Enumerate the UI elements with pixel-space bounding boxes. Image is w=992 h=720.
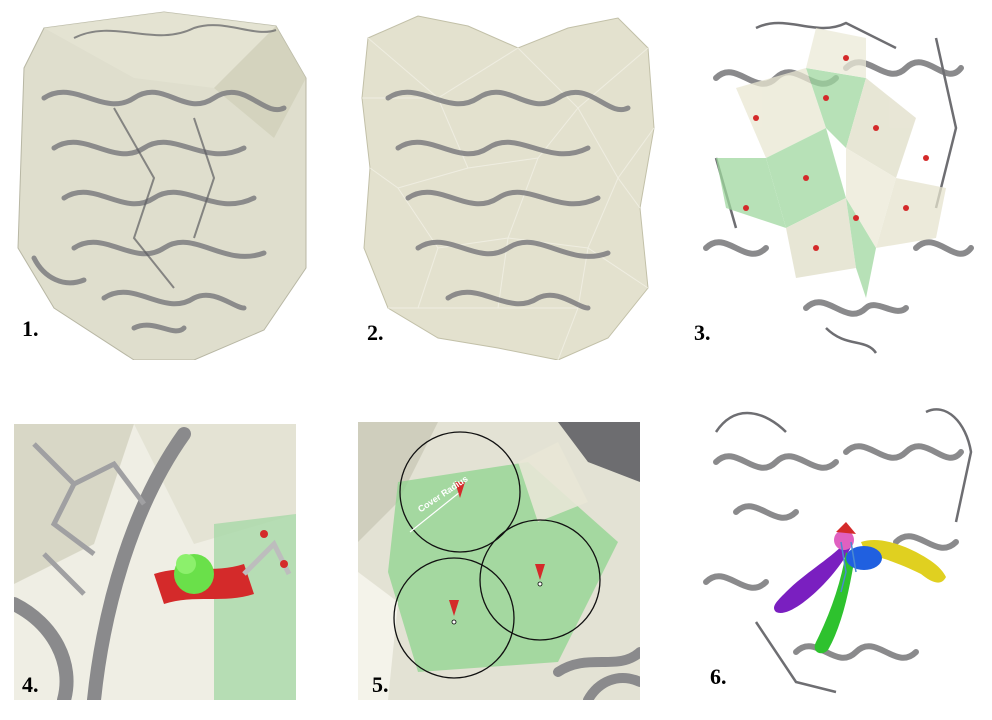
panel-3-cavity-tetrahedra [696,8,978,360]
panel-3-label: 3. [694,320,711,345]
panel-5-label: 5. [372,672,389,697]
panel-5-cover-radius: Cover Radius [358,422,640,700]
panel-2-label: 2. [367,320,384,345]
panel-5-figure [358,422,640,700]
panel-1-label: 1. [22,316,39,341]
panel-4-zoomed-probe [14,424,296,700]
panel-1-convex-hull [14,8,314,360]
panel-2-triangulated-surface [358,8,658,360]
panel-4-figure [14,424,296,700]
panel-6-figure [703,408,973,694]
panel-3-figure [703,21,974,354]
panel-6-tunnels [696,392,978,704]
panel-1-figure [17,11,307,360]
panel-6-label: 6. [710,664,727,689]
panel-4-label: 4. [22,672,39,697]
panel-2-figure [361,15,655,360]
